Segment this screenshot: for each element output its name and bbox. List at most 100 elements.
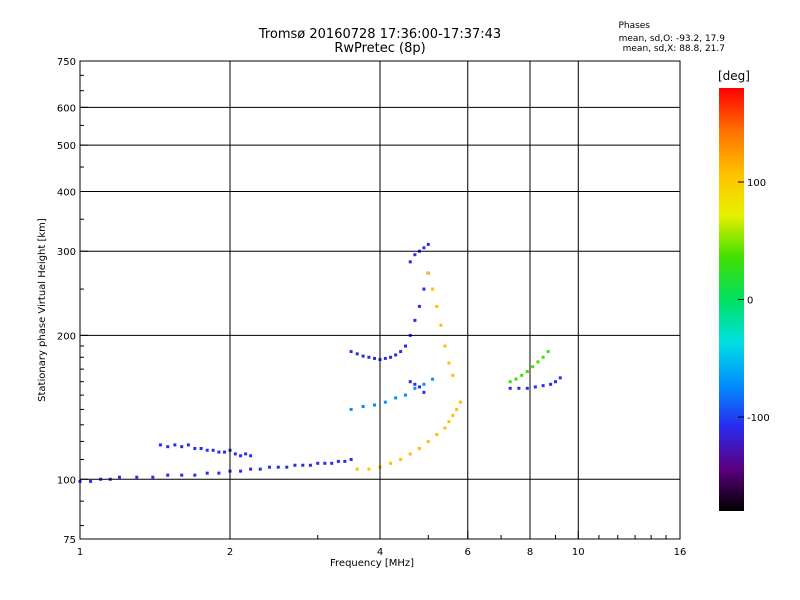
data-point [408, 260, 412, 264]
data-point [399, 350, 403, 354]
data-point [431, 377, 435, 381]
data-point [330, 461, 334, 465]
data-point [413, 253, 417, 257]
data-point [413, 386, 417, 390]
data-point [316, 461, 320, 465]
data-point [276, 465, 280, 469]
data-point [233, 452, 237, 456]
data-point [403, 393, 407, 397]
data-point [541, 355, 545, 359]
data-point [439, 323, 443, 327]
data-point [408, 452, 412, 456]
data-point [422, 390, 426, 394]
colorbar-unit-label: [deg] [718, 69, 750, 83]
data-point [217, 450, 221, 454]
data-point [546, 350, 550, 354]
chart-title: Tromsø 20160728 17:36:00-17:37:43 [258, 27, 502, 42]
data-point [422, 382, 426, 386]
x-tick-label: 6 [465, 547, 471, 558]
data-point [186, 443, 190, 447]
data-point [508, 380, 512, 384]
data-point [383, 356, 387, 360]
data-point [408, 380, 412, 384]
phases-x-stats: mean, sd,X: 88.8, 21.7 [622, 44, 725, 54]
axis-ticks [79, 60, 681, 540]
data-point [451, 413, 455, 417]
data-point [166, 445, 170, 449]
data-point [422, 287, 426, 291]
data-point [451, 373, 455, 377]
data-point [417, 304, 421, 308]
data-point [514, 377, 518, 381]
data-point [301, 463, 305, 467]
grid-lines [80, 61, 680, 539]
y-tick-label: 500 [57, 141, 76, 152]
data-point [258, 467, 262, 471]
data-point [180, 445, 184, 449]
data-point [373, 403, 377, 407]
data-point [443, 426, 447, 430]
data-point [413, 318, 417, 322]
data-point [533, 385, 537, 389]
data-point [217, 471, 221, 475]
data-point [389, 461, 393, 465]
data-point [239, 454, 243, 458]
y-tick-label: 600 [57, 103, 76, 114]
data-point [394, 396, 398, 400]
data-point [336, 459, 340, 463]
data-point [455, 407, 459, 411]
colorbar-tick-label: 0 [747, 296, 753, 307]
y-tick-label: 400 [57, 187, 76, 198]
data-point [520, 373, 524, 377]
data-point [249, 467, 253, 471]
data-point [508, 386, 512, 390]
data-point [558, 376, 562, 380]
data-point [531, 365, 535, 369]
data-point [426, 439, 430, 443]
data-point [383, 400, 387, 404]
x-axis-label: Frequency [MHz] [330, 558, 415, 569]
data-point [89, 479, 93, 483]
data-point [426, 271, 430, 275]
x-tick-label: 4 [377, 547, 383, 558]
data-point [536, 360, 540, 364]
data-point [349, 457, 353, 461]
data-point [199, 446, 203, 450]
x-tick-label: 8 [527, 547, 533, 558]
data-point [435, 433, 439, 437]
y-tick-label: 75 [63, 535, 76, 546]
data-point [355, 467, 359, 471]
colorbar-ticks: 100 0 -100 [738, 178, 770, 424]
data-point [458, 400, 462, 404]
y-tick-label: 100 [57, 475, 76, 486]
data-point [435, 304, 439, 308]
chart-subtitle: RwPretec (8p) [334, 41, 426, 56]
data-point [447, 361, 451, 365]
data-point [373, 356, 377, 360]
data-point [394, 353, 398, 357]
data-point [431, 287, 435, 291]
data-point [135, 475, 139, 479]
data-point [361, 354, 365, 358]
data-point [239, 469, 243, 473]
data-point [403, 344, 407, 348]
data-point [399, 457, 403, 461]
data-point [426, 242, 430, 246]
data-point [361, 404, 365, 408]
data-point [553, 380, 557, 384]
data-point [193, 446, 197, 450]
data-point [180, 473, 184, 477]
data-point [293, 463, 297, 467]
x-tick-label: 10 [572, 547, 585, 558]
data-point [158, 443, 162, 447]
x-tick-label: 2 [227, 547, 233, 558]
colorbar-tick-label: 100 [747, 178, 766, 189]
data-point [349, 350, 353, 354]
data-point [343, 459, 347, 463]
data-points [78, 242, 562, 483]
data-point [525, 386, 529, 390]
y-tick-label: 750 [57, 57, 76, 68]
phases-o-stats: mean, sd,O: -93.2, 17.9 [618, 34, 725, 44]
data-point [422, 246, 426, 250]
